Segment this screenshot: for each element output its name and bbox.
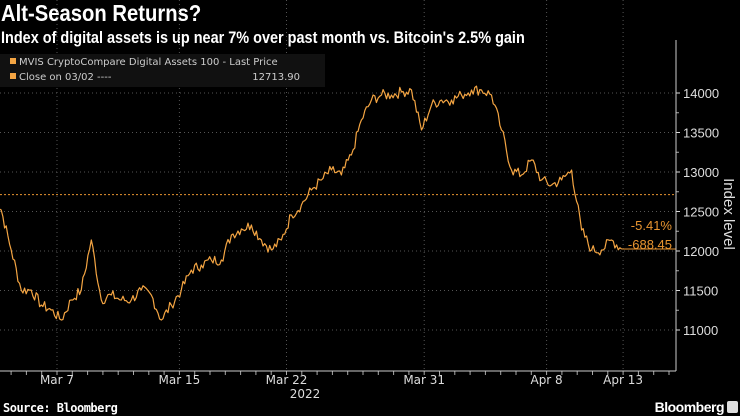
y-tick-label: 14000 xyxy=(683,86,719,101)
y-axis-label: Index level xyxy=(720,178,737,250)
x-tick-label: Apr 13 xyxy=(603,373,643,387)
annotation-abs-change: -688.45 xyxy=(628,237,672,252)
y-tick-label: 11000 xyxy=(683,323,718,338)
y-tick-label: 13500 xyxy=(683,126,719,141)
x-tick-label: Mar 31 xyxy=(403,373,445,387)
y-tick-label: 12500 xyxy=(683,205,719,220)
legend: MVIS CryptoCompare Digital Assets 100 - … xyxy=(0,54,325,87)
y-tick-label: 12000 xyxy=(683,244,719,259)
x-tick-label: Apr 8 xyxy=(530,373,562,387)
legend-reference-value: 12713.90 xyxy=(252,72,300,83)
bloomberg-logo: Bloomberg xyxy=(654,399,725,415)
series-group xyxy=(0,85,622,321)
x-year-label: 2022 xyxy=(290,387,321,401)
y-tick-label: 11500 xyxy=(683,284,718,299)
legend-swatch-reference xyxy=(10,73,16,79)
axes: 11000 11500 12000 12500 13000 13500 14000 Mar 7… xyxy=(0,40,719,387)
source-note: Source: Bloomberg xyxy=(3,401,118,415)
bloomberg-terminal-icon xyxy=(727,401,738,413)
x-tick-label: Mar 15 xyxy=(159,373,201,387)
y-tick-label: 13000 xyxy=(683,165,719,180)
legend-reference-label: Close on 03/02 ---- xyxy=(19,72,112,83)
x-tick-label: Mar 7 xyxy=(40,373,74,387)
series-line xyxy=(0,85,622,321)
x-tick-label: Mar 22 xyxy=(266,373,308,387)
legend-series-label: MVIS CryptoCompare Digital Assets 100 - … xyxy=(19,57,278,68)
legend-swatch-series xyxy=(10,58,16,64)
annotation-pct-change: -5.41% xyxy=(631,218,673,233)
chart-title: Alt-Season Returns? xyxy=(1,0,202,26)
chart-subtitle: Index of digital assets is up near 7% ov… xyxy=(1,28,525,47)
